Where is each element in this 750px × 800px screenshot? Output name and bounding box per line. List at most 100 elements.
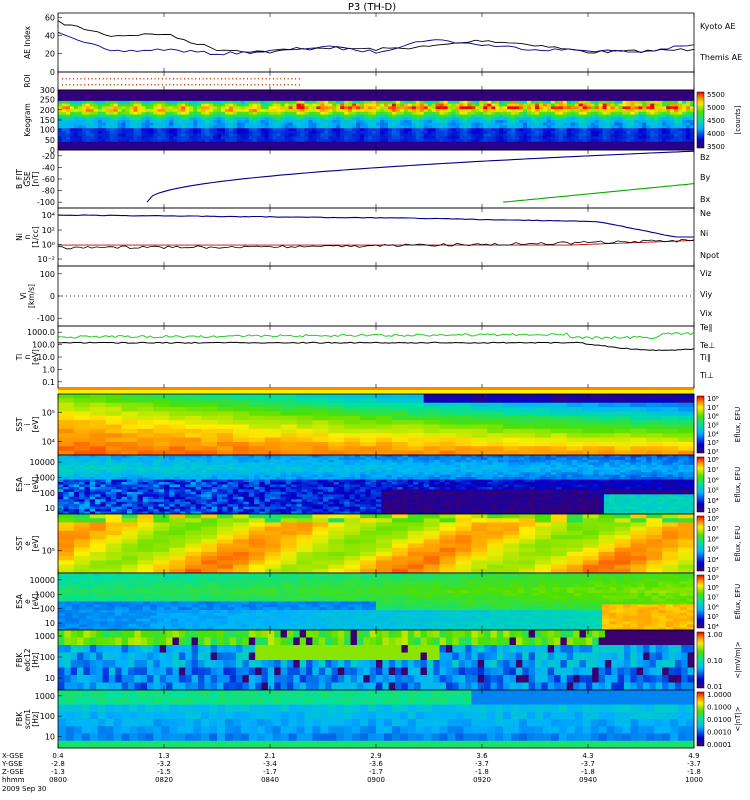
- y-tick-label: 60: [45, 14, 55, 23]
- te-line: [57, 341, 695, 352]
- y-axis-label: FBK: [15, 652, 24, 667]
- y-tick-label: 100: [40, 604, 55, 613]
- colorbar-label: [counts]: [734, 105, 742, 134]
- time-axis-value: -1.7: [263, 768, 277, 776]
- colorbar-tick: 0.0100: [707, 716, 732, 724]
- time-axis-value: -1.7: [369, 768, 383, 776]
- npot-line: [57, 214, 694, 238]
- colorbar-label: <|nT|>: [734, 706, 742, 731]
- y-tick-label: 300: [40, 86, 55, 95]
- time-axis-value: -1.8: [475, 768, 489, 776]
- y-tick-label: -60: [42, 175, 55, 184]
- colorbar-tick: 1.0000: [707, 691, 732, 699]
- time-axis-value: 1.3: [158, 752, 169, 760]
- colorbar-tick: 10⁶: [707, 603, 719, 611]
- y-tick-label: 1000: [35, 692, 55, 701]
- colorbar-label: Eflux, EFU: [734, 584, 742, 619]
- y-axis-label: Ni: [15, 233, 24, 241]
- time-axis-value: -1.3: [51, 768, 65, 776]
- time-axis-value: -1.8: [581, 768, 595, 776]
- time-axis-value: 4.9: [688, 752, 699, 760]
- y-tick-label: 10.0: [37, 353, 55, 362]
- colorbar-tick: 10⁶: [707, 476, 719, 484]
- colorbar-label: Eflux, EFU: [734, 467, 742, 502]
- y-tick-label: 1.0: [42, 365, 55, 374]
- date-label: 2009 Sep 30: [2, 785, 46, 793]
- esa-electron-spectrogram: [58, 573, 695, 631]
- colorbar-tick: 4000: [707, 130, 725, 138]
- time-axis-value: -1.5: [157, 768, 171, 776]
- colorbar-tick: 0.0001: [707, 741, 732, 749]
- colorbar-tick: 10⁷: [707, 525, 719, 533]
- y-tick-label: 100: [40, 712, 55, 721]
- y-tick-label: 10⁵: [42, 547, 55, 556]
- y-axis-label: Ti: [15, 354, 24, 361]
- colorbar: [696, 515, 705, 572]
- y-tick-label: 0.1: [42, 378, 55, 387]
- colorbar-tick: 10⁶: [707, 535, 719, 543]
- y-axis-label: [eV]: [31, 594, 40, 610]
- sst-electron-spectrogram: [58, 514, 695, 574]
- y-axis-label: scm1: [23, 709, 32, 729]
- y-tick-label: -100: [37, 314, 55, 323]
- colorbar-tick: 10⁶: [707, 413, 719, 421]
- colorbar-tick: 10⁷: [707, 466, 719, 474]
- y-tick-label: 1000: [35, 591, 55, 600]
- temperature-panel: [57, 325, 695, 389]
- y-tick-label: 10⁻²: [37, 255, 55, 264]
- ae-panel: [57, 12, 695, 73]
- colorbar-tick: 0.1000: [707, 704, 732, 712]
- y-tick-label: 10⁴: [42, 438, 55, 447]
- time-axis-value: -3.7: [687, 760, 701, 768]
- legend-entry: Bx: [700, 195, 710, 204]
- colorbar-tick: 10³: [707, 566, 719, 574]
- time-axis-value: 2.9: [370, 752, 381, 760]
- y-tick-label: 10: [45, 732, 55, 741]
- y-tick-label: 40: [45, 31, 55, 40]
- y-axis-label: [km/s]: [27, 284, 36, 308]
- colorbar-tick: 10⁴: [707, 623, 719, 631]
- time-axis-row-label: Z-GSE: [2, 768, 24, 776]
- y-tick-label: -20: [42, 152, 55, 161]
- y-axis-label: [nT]: [31, 171, 40, 186]
- colorbar-label: Eflux, EFU: [734, 526, 742, 561]
- plot-title: P3 (TH-D): [348, 2, 396, 13]
- ni-line: [57, 239, 695, 250]
- legend-entry: Viz: [700, 269, 712, 278]
- colorbar-tick: 10⁷: [707, 594, 719, 602]
- y-axis-label: i: [23, 483, 32, 485]
- y-axis-label: e: [23, 599, 32, 604]
- fbk-scm-spectrogram: [58, 690, 695, 749]
- y-tick-label: 20: [45, 50, 55, 59]
- time-axis-value: 4.3: [582, 752, 593, 760]
- colorbar: [696, 395, 705, 454]
- colorbar-tick: 0.10: [707, 657, 723, 665]
- bfgm-panel: [57, 149, 695, 209]
- y-tick-label: -40: [42, 163, 55, 172]
- y-tick-label: 10⁰: [42, 241, 55, 250]
- y-axis-label: [Hz]: [31, 652, 40, 668]
- colorbar-tick: 10²: [707, 448, 719, 456]
- time-axis-value: 0940: [579, 776, 597, 784]
- y-axis-label: SST: [15, 417, 24, 432]
- y-tick-label: 100: [40, 126, 55, 135]
- colorbar-tick: 10⁷: [707, 404, 719, 412]
- density-panel: [57, 207, 695, 267]
- y-axis-label: [eV]: [31, 349, 40, 365]
- colorbar-tick: 10⁵: [707, 546, 719, 554]
- y-axis-label: ROI: [23, 74, 32, 87]
- y-axis-label: n: [23, 354, 32, 359]
- time-axis-value: 0800: [49, 776, 67, 784]
- legend-entry: Ti∥: [699, 353, 711, 362]
- colorbar-tick: 0.0010: [707, 729, 732, 737]
- y-tick-label: 1000.0: [27, 328, 55, 337]
- colorbar-tick: 5500: [707, 91, 725, 99]
- y-tick-label: 10: [45, 504, 55, 513]
- y-axis-label: [1/cc]: [31, 226, 40, 247]
- y-tick-label: 10: [45, 674, 55, 683]
- legend-entry: Ti⊥: [699, 371, 714, 380]
- y-tick-label: 10: [45, 619, 55, 628]
- quality-band: [58, 388, 694, 394]
